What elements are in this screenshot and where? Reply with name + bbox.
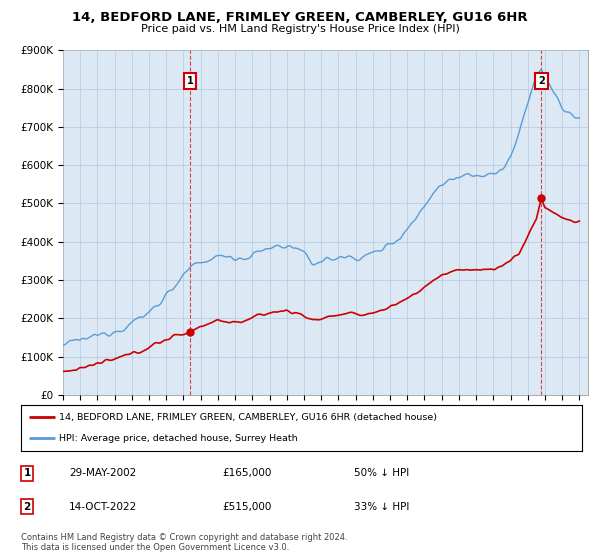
Text: HPI: Average price, detached house, Surrey Heath: HPI: Average price, detached house, Surr… [59, 434, 298, 443]
Text: 50% ↓ HPI: 50% ↓ HPI [354, 468, 409, 478]
Text: £515,000: £515,000 [222, 502, 271, 512]
Text: 2: 2 [538, 76, 545, 86]
Text: 33% ↓ HPI: 33% ↓ HPI [354, 502, 409, 512]
Text: 29-MAY-2002: 29-MAY-2002 [69, 468, 136, 478]
Text: 14-OCT-2022: 14-OCT-2022 [69, 502, 137, 512]
Text: £165,000: £165,000 [222, 468, 271, 478]
Text: Price paid vs. HM Land Registry's House Price Index (HPI): Price paid vs. HM Land Registry's House … [140, 24, 460, 34]
Text: 1: 1 [187, 76, 193, 86]
Text: 14, BEDFORD LANE, FRIMLEY GREEN, CAMBERLEY, GU16 6HR (detached house): 14, BEDFORD LANE, FRIMLEY GREEN, CAMBERL… [59, 413, 437, 422]
Text: Contains HM Land Registry data © Crown copyright and database right 2024.: Contains HM Land Registry data © Crown c… [21, 533, 347, 542]
Text: 14, BEDFORD LANE, FRIMLEY GREEN, CAMBERLEY, GU16 6HR: 14, BEDFORD LANE, FRIMLEY GREEN, CAMBERL… [72, 11, 528, 24]
Text: This data is licensed under the Open Government Licence v3.0.: This data is licensed under the Open Gov… [21, 543, 289, 552]
Text: 2: 2 [23, 502, 31, 512]
Text: 1: 1 [23, 468, 31, 478]
